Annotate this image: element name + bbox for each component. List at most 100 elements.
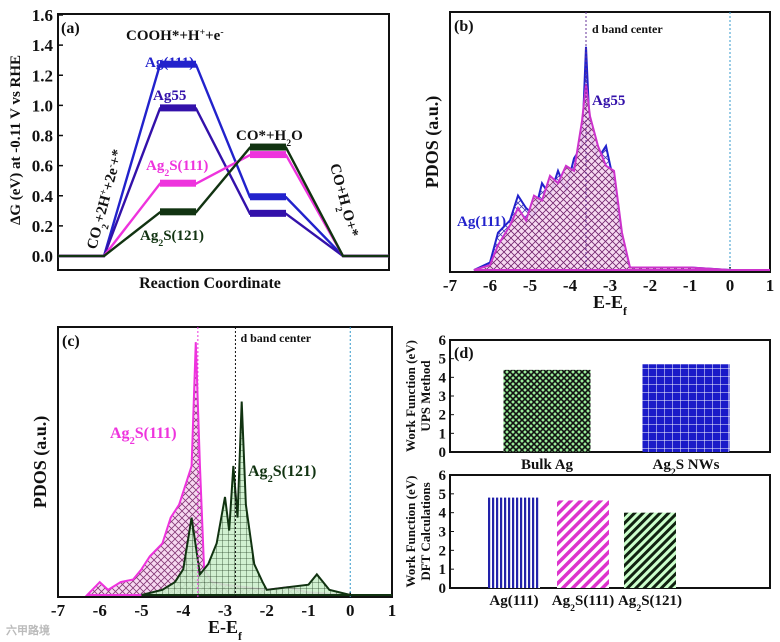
- x-axis-label-part: f: [238, 630, 242, 642]
- energy-level-Ag55: [250, 209, 286, 217]
- x-category-label-part: 2: [570, 603, 575, 614]
- energy-level-Ag(111): [250, 193, 286, 201]
- x-tick-label: 1: [766, 276, 775, 295]
- x-category-label-part: 2: [671, 467, 676, 478]
- series-label-ag2s111-part: Ag: [146, 158, 165, 174]
- series-label-ag2s121-part: 2: [268, 474, 273, 485]
- x-tick-label: -2: [260, 601, 274, 620]
- y-axis-label-method: UPS Method: [418, 360, 433, 432]
- x-category-label: Ag2S NWs: [653, 457, 720, 478]
- x-category-label-part: Ag: [653, 457, 672, 473]
- series-label-ag55: Ag55: [592, 93, 625, 109]
- panel-a-frame: [57, 13, 390, 271]
- state-label-final: CO+H2O+*: [322, 162, 361, 240]
- state-label-cooh: COOH*+H++e-: [126, 27, 224, 45]
- x-category-label-part: Ag(111): [489, 593, 538, 609]
- energy-level-Ag2S(111): [250, 151, 286, 159]
- y-axis-label: Work Function (eV): [403, 476, 418, 588]
- energy-path-Ag(111): [58, 63, 389, 258]
- d-band-center-label: d band center: [240, 331, 311, 345]
- x-tick-label: -3: [603, 276, 617, 295]
- watermark: 六甲路境: [6, 623, 50, 637]
- y-tick-label: 6: [439, 468, 447, 484]
- pdos-curve-Ag55: [473, 83, 770, 271]
- y-tick-label: 3: [439, 525, 447, 541]
- y-axis-label: Work Function (eV): [403, 340, 418, 452]
- x-tick-label: -6: [93, 601, 107, 620]
- series-label-ag2s111-part: 2: [130, 436, 135, 447]
- state-label-cooh-part: -: [220, 27, 223, 38]
- x-tick-label: -4: [176, 601, 191, 620]
- x-axis-label-part: E-E: [208, 617, 238, 637]
- x-tick-label: -3: [218, 601, 232, 620]
- series-label-ag55: Ag55: [153, 88, 186, 104]
- x-category-label: Ag2S(111): [552, 593, 614, 614]
- state-label-co-h2o-part: CO*+H: [236, 128, 287, 144]
- energy-level-Ag2S(111): [160, 179, 196, 187]
- series-label-ag2s111: Ag2S(111): [110, 425, 177, 447]
- series-label-ag111: Ag(111): [145, 55, 194, 71]
- x-tick-label: -4: [563, 276, 578, 295]
- series-label-ag2s121: Ag2S(121): [140, 228, 204, 249]
- x-tick-label: -5: [523, 276, 537, 295]
- y-tick-label: 2: [439, 543, 447, 559]
- x-tick-label: -7: [51, 601, 66, 620]
- pdos-curve-Ag2S(121): [141, 401, 392, 596]
- x-tick-label: -2: [643, 276, 657, 295]
- bar-Ag2S(111): [557, 500, 609, 588]
- y-tick-label: 0.8: [32, 127, 53, 146]
- x-category-label-part: S(121): [641, 593, 682, 609]
- x-category-label-part: Ag: [618, 593, 637, 609]
- y-tick-label: 0.0: [32, 247, 53, 266]
- y-tick-label: 0: [439, 445, 447, 461]
- y-tick-label: 5: [439, 487, 447, 503]
- x-tick-label: 0: [726, 276, 735, 295]
- x-category-label: Ag2S(121): [618, 593, 682, 614]
- bar-Ag(111): [488, 497, 540, 588]
- series-label-ag2s121: Ag2S(121): [248, 463, 316, 485]
- x-axis-label: E-Ef: [208, 617, 242, 642]
- x-tick-label: 0: [346, 601, 355, 620]
- state-label-initial-part: 2: [99, 223, 111, 231]
- x-category-label: Ag(111): [489, 593, 538, 609]
- y-tick-label: 1.6: [32, 6, 53, 25]
- energy-level-Ag(111): [160, 60, 196, 68]
- x-axis-label: E-Ef: [593, 292, 627, 318]
- state-label-cooh-part: COOH*+H: [126, 28, 200, 44]
- y-tick-label: 0.4: [32, 187, 54, 206]
- y-tick-label: 2: [439, 408, 447, 424]
- bar-Ag2S NWs: [642, 364, 730, 452]
- y-tick-label: 3: [439, 389, 447, 405]
- state-label-initial-part: +2H: [91, 193, 114, 224]
- x-category-label-part: S NWs: [676, 457, 720, 473]
- series-label-ag111: Ag(111): [457, 214, 506, 230]
- x-tick-label: -5: [134, 601, 148, 620]
- y-tick-label: 0.2: [32, 217, 53, 236]
- panel-label: (d): [454, 345, 474, 362]
- state-label-initial-part: CO: [84, 225, 105, 251]
- y-tick-label: 1: [439, 562, 447, 578]
- x-category-label-part: Bulk Ag: [521, 457, 574, 473]
- state-label-co-h2o: CO*+H2O: [236, 128, 303, 149]
- x-category-label-part: Ag: [552, 593, 571, 609]
- y-axis-label-method: DFT Calculations: [418, 482, 433, 580]
- series-label-ag2s111-part: 2: [164, 168, 169, 179]
- state-label-initial: CO2+2H++2e-+*: [83, 147, 131, 252]
- panel-label: (a): [61, 20, 80, 37]
- series-label-ag2s121-part: Ag: [140, 228, 159, 244]
- energy-path-Ag55: [58, 107, 389, 258]
- x-tick-label: -1: [301, 601, 315, 620]
- series-label-ag2s121-part: S(121): [163, 228, 204, 244]
- series-label-ag2s111-part: S(111): [169, 158, 208, 174]
- series-label-ag2s121-part: Ag: [248, 463, 268, 480]
- x-axis-label: Reaction Coordinate: [139, 275, 281, 292]
- energy-level-Ag55: [160, 104, 196, 112]
- x-tick-label: 1: [388, 601, 397, 620]
- state-label-final-part: 2: [333, 206, 345, 214]
- x-category-label-part: 2: [636, 603, 641, 614]
- state-label-co-h2o-part: O: [291, 128, 303, 144]
- state-label-cooh-part: +: [200, 27, 206, 38]
- y-tick-label: 1: [439, 426, 447, 442]
- x-axis-label-part: f: [623, 305, 627, 318]
